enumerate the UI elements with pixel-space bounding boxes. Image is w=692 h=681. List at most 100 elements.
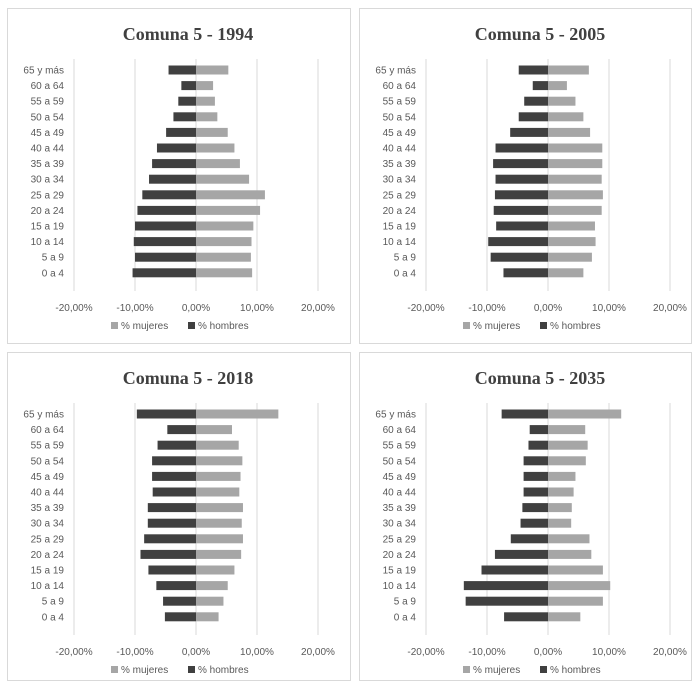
bar-mujeres (548, 174, 602, 184)
bar-hombres (148, 565, 196, 575)
bar-mujeres (548, 190, 603, 200)
bar-mujeres (196, 612, 219, 622)
bar-hombres (523, 456, 548, 466)
bar-mujeres (548, 471, 576, 481)
bar-mujeres (196, 425, 232, 435)
category-label: 55 a 59 (383, 97, 417, 108)
bar-mujeres (196, 596, 224, 606)
bar-mujeres (548, 518, 572, 528)
category-label: 0 a 4 (394, 612, 417, 623)
bar-mujeres (196, 143, 235, 153)
bar-hombres (463, 581, 548, 591)
bar-hombres (510, 534, 548, 544)
category-label: 35 a 39 (383, 503, 417, 514)
category-label: 60 a 64 (31, 81, 65, 92)
bar-mujeres (548, 440, 588, 450)
x-tick-label: 20,00% (653, 303, 687, 314)
x-tick-label: -10,00% (468, 303, 505, 314)
category-label: 60 a 64 (383, 425, 417, 436)
bar-hombres (152, 159, 196, 169)
bar-hombres (518, 65, 548, 75)
bar-mujeres (196, 112, 218, 122)
bar-mujeres (548, 565, 603, 575)
category-label: 0 a 4 (42, 612, 65, 623)
legend-label-hombres: % hombres (198, 321, 249, 332)
bar-mujeres (196, 221, 254, 231)
bar-mujeres (196, 205, 261, 215)
bar-mujeres (548, 127, 591, 137)
category-label: 25 a 29 (31, 190, 65, 201)
bar-hombres (465, 596, 548, 606)
bar-hombres (510, 127, 548, 137)
bar-mujeres (548, 549, 592, 559)
category-label: 30 a 34 (383, 519, 417, 530)
bar-hombres (493, 205, 548, 215)
bar-mujeres (548, 112, 584, 122)
bar-mujeres (196, 237, 252, 247)
x-tick-label: 0,00% (182, 303, 210, 314)
category-label: 50 a 54 (383, 456, 417, 467)
bar-mujeres (548, 143, 603, 153)
bar-hombres (178, 96, 196, 106)
category-label: 15 a 19 (31, 566, 65, 577)
category-label: 45 a 49 (31, 128, 65, 139)
bar-mujeres (548, 65, 589, 75)
bar-mujeres (548, 252, 592, 262)
bar-hombres (166, 127, 196, 137)
bar-hombres (494, 549, 548, 559)
bar-hombres (520, 518, 548, 528)
bar-mujeres (196, 440, 239, 450)
x-tick-label: 10,00% (592, 303, 626, 314)
x-tick-label: 20,00% (301, 303, 335, 314)
bar-mujeres (196, 471, 241, 481)
bar-hombres (522, 503, 548, 513)
bar-hombres (503, 268, 548, 278)
category-label: 35 a 39 (383, 159, 417, 170)
category-label: 30 a 34 (31, 519, 65, 530)
category-label: 65 y más (23, 410, 64, 421)
category-label: 25 a 29 (383, 534, 417, 545)
bar-hombres (135, 221, 196, 231)
chart-title: Comuna 5 - 2018 (123, 368, 254, 388)
category-label: 40 a 44 (383, 488, 417, 499)
category-label: 45 a 49 (383, 128, 417, 139)
bar-hombres (496, 221, 548, 231)
category-label: 20 a 24 (31, 550, 65, 561)
bar-hombres (167, 425, 196, 435)
legend-swatch-hombres (188, 322, 195, 329)
category-label: 5 a 9 (42, 253, 65, 264)
bar-mujeres (548, 487, 574, 497)
category-label: 0 a 4 (394, 268, 417, 279)
bar-mujeres (196, 174, 250, 184)
x-tick-label: -10,00% (468, 647, 505, 658)
bar-mujeres (196, 534, 243, 544)
bar-hombres (481, 565, 548, 575)
bar-hombres (132, 268, 196, 278)
bar-mujeres (548, 237, 596, 247)
bar-hombres (181, 81, 196, 91)
bar-mujeres (196, 96, 215, 106)
bar-hombres (494, 190, 548, 200)
category-label: 55 a 59 (31, 441, 65, 452)
bar-hombres (144, 534, 196, 544)
bar-hombres (529, 425, 548, 435)
bar-mujeres (196, 518, 242, 528)
bar-hombres (532, 81, 548, 91)
bar-hombres (147, 518, 196, 528)
bar-mujeres (548, 221, 595, 231)
legend-label-mujeres: % mujeres (121, 665, 168, 676)
category-label: 20 a 24 (383, 206, 417, 217)
legend-swatch-hombres (540, 666, 547, 673)
chart-svg-2035: Comuna 5 - 2035 -20,00% -10,00% 0,00% 10,00%… (375, 368, 687, 676)
bar-hombres (168, 65, 196, 75)
x-tick-label: 10,00% (240, 647, 274, 658)
category-label: 35 a 39 (31, 503, 65, 514)
category-label: 40 a 44 (383, 144, 417, 155)
bar-hombres (140, 549, 196, 559)
bar-hombres (157, 440, 196, 450)
category-label: 0 a 4 (42, 268, 65, 279)
legend-label-mujeres: % mujeres (121, 321, 168, 332)
category-label: 50 a 54 (31, 112, 65, 123)
bar-hombres (495, 174, 548, 184)
x-tick-label: 20,00% (301, 647, 335, 658)
